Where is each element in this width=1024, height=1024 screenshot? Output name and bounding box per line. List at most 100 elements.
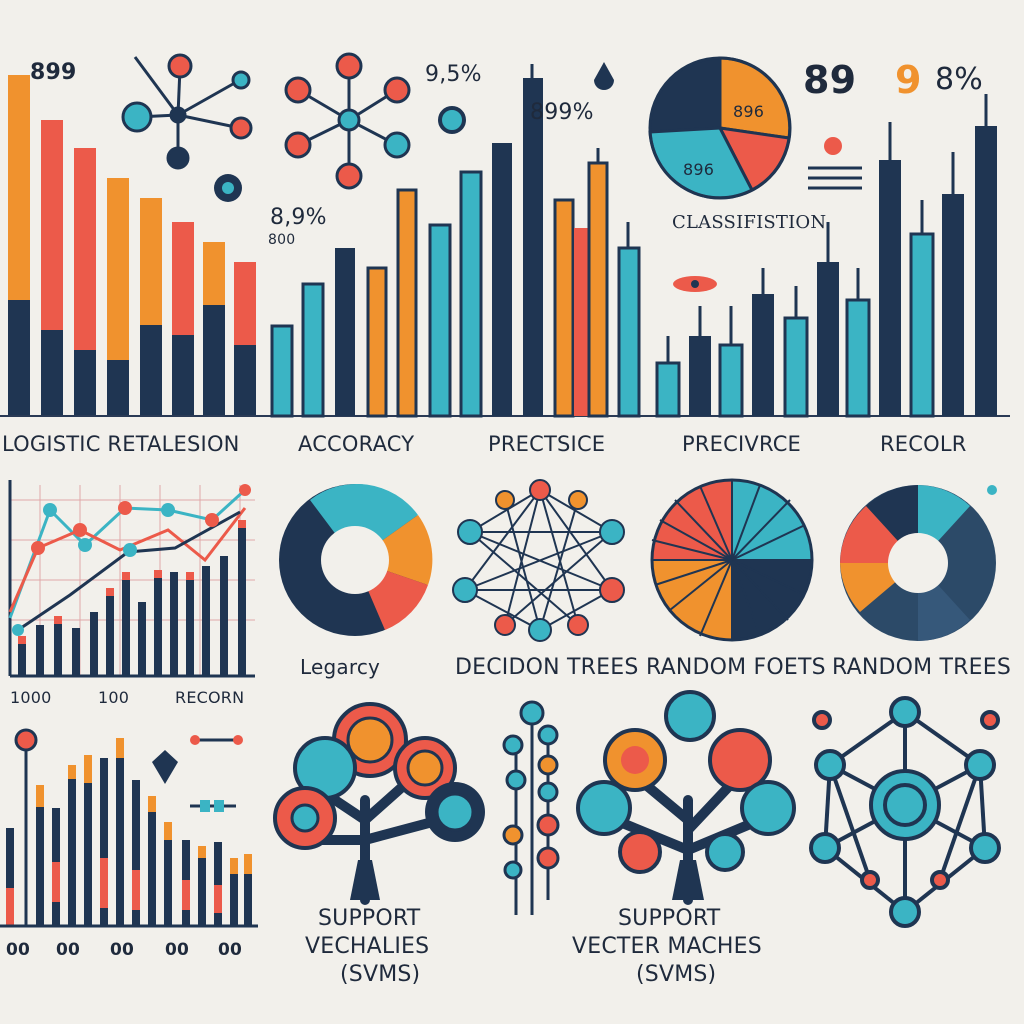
bar — [587, 161, 609, 418]
target-icon-inner — [222, 182, 234, 194]
bar — [879, 160, 901, 416]
bar — [909, 232, 935, 418]
bar — [138, 602, 146, 676]
bottom-axis-tick: 00 — [56, 940, 81, 960]
bar — [523, 78, 543, 416]
bar — [752, 294, 774, 416]
bar — [783, 316, 809, 418]
vertical-chain-icon — [502, 700, 560, 915]
eye-icon-pupil — [691, 280, 699, 288]
bar — [154, 575, 162, 676]
bar — [90, 612, 98, 676]
label-precision: PRECTSICE — [488, 432, 606, 456]
bottom-axis-tick: 00 — [110, 940, 135, 960]
bar — [230, 862, 238, 925]
network-icon — [121, 53, 253, 170]
classification-label: CLASSIFISTION — [672, 212, 827, 233]
bar — [270, 324, 294, 418]
recorn-bar-chart — [18, 520, 246, 676]
drop-icon — [594, 62, 614, 90]
annotation-899: 899 — [30, 60, 77, 85]
pill-icon — [190, 735, 243, 812]
bar — [148, 800, 156, 925]
bar-stack — [41, 330, 63, 415]
bar — [68, 770, 76, 925]
bar — [301, 282, 325, 418]
annotation-899-percent: 899% — [530, 100, 594, 125]
bar — [220, 556, 228, 676]
recall-bar-chart — [655, 94, 997, 418]
bar — [54, 618, 62, 676]
bar — [335, 248, 355, 416]
bar — [459, 170, 483, 418]
bar-stack — [74, 350, 96, 415]
bar — [574, 228, 588, 416]
bar — [366, 266, 388, 418]
bottom-axis-tick: 00 — [6, 940, 31, 960]
label-random-trees: RANDOM TREES — [832, 655, 1012, 680]
bottom-axis-tick: 00 — [218, 940, 243, 960]
svm-right-line-3: (SVMS) — [636, 962, 717, 987]
label-logistic-regression: LOGISTIC RETALESION — [2, 432, 240, 456]
bar — [132, 780, 140, 925]
svm-tree-icon-right — [576, 690, 796, 905]
bar-stack — [172, 335, 194, 415]
bar — [617, 246, 641, 418]
bar — [72, 628, 80, 676]
bar — [689, 336, 711, 416]
bar — [186, 578, 194, 676]
legacy-donut-chart — [279, 483, 433, 636]
label-decision-trees: DECIDON TREES — [455, 655, 639, 680]
bar — [36, 625, 44, 676]
label-accuracy: ACCORACY — [298, 432, 415, 456]
bar — [845, 298, 871, 418]
dot-icon — [987, 485, 997, 495]
bottom-axis-tick: 00 — [165, 940, 190, 960]
gem-icon — [152, 750, 178, 784]
hub-network-large-icon — [809, 696, 1001, 928]
bar — [6, 828, 14, 925]
bar-stack — [107, 360, 129, 415]
bar — [122, 578, 130, 676]
label-legacy: Legarcy — [300, 655, 381, 679]
svm-left-line-1: SUPPORT — [318, 906, 421, 931]
bar-stack — [140, 325, 162, 415]
bar — [100, 758, 108, 925]
axis-label-100: 100 — [98, 688, 130, 707]
bar — [655, 361, 681, 418]
annotation-89: 89 — [803, 58, 857, 102]
dot-icon — [440, 108, 464, 132]
bar — [18, 640, 26, 676]
svm-right-line-2: VECTER MACHES — [572, 934, 762, 959]
axis-label-recorn: RECORN — [175, 688, 245, 707]
annotation-8-percent: 8% — [935, 62, 983, 97]
hub-network-icon — [284, 52, 411, 190]
random-trees-donut — [840, 485, 996, 641]
bar — [975, 126, 997, 416]
bar — [214, 842, 222, 925]
dot-icon — [824, 137, 842, 155]
annotation-9-5-percent: 9,5% — [425, 62, 482, 87]
pie-label-large: 896 — [733, 102, 765, 121]
bottom-left-bar-chart — [0, 728, 258, 928]
decision-tree-network — [452, 479, 625, 642]
accuracy-bar-chart — [270, 64, 641, 418]
dot-icon-ring — [438, 106, 466, 134]
random-forest-sunburst — [650, 478, 814, 642]
bar — [106, 592, 114, 676]
bar — [396, 188, 418, 418]
bar — [74, 148, 96, 415]
bar — [718, 343, 744, 418]
bar — [170, 572, 178, 676]
bar — [36, 790, 44, 925]
annotation-9: 9 — [895, 58, 922, 102]
svm-tree-icon-left — [273, 702, 485, 905]
bar — [107, 178, 129, 415]
classification-pie — [648, 56, 792, 200]
label-random-forests: RANDOM FOETS — [646, 655, 826, 680]
bar-stack — [234, 345, 256, 415]
annotation-800: 800 — [268, 232, 296, 248]
bar — [84, 760, 92, 925]
bar-stack — [8, 300, 30, 415]
